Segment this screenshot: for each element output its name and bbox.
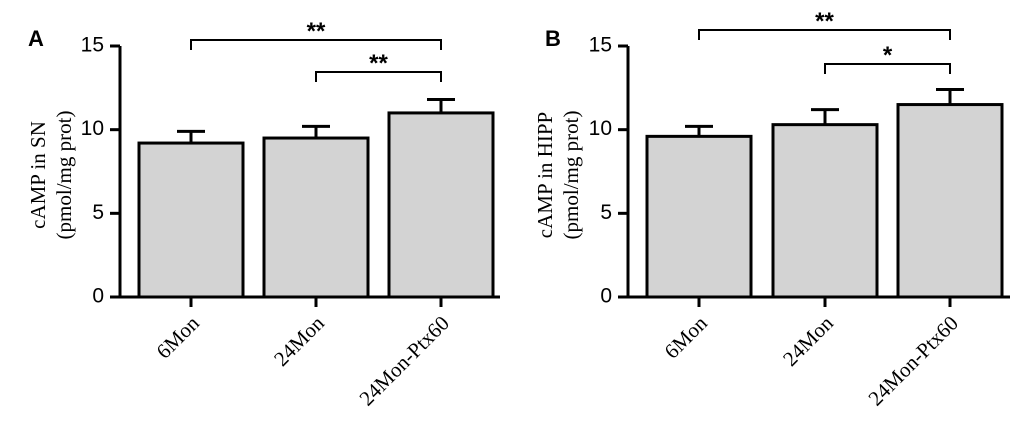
a-significance-label-2: ** <box>369 50 388 77</box>
b-x-tick-label-2: 24Mon <box>778 311 838 371</box>
b-significance-label-2: * <box>883 42 893 69</box>
b-y-axis-label-line2: (pmol/mg prot) <box>559 111 583 240</box>
a-bar-1 <box>137 141 245 299</box>
b-y-tick-label-0: 0 <box>600 285 612 308</box>
a-significance-label-1: ** <box>307 18 326 45</box>
a-y-tick-label-0: 0 <box>92 285 104 308</box>
b-bar-2 <box>771 123 879 299</box>
b-bar-1 <box>645 134 753 299</box>
a-y-tick-label-10: 10 <box>81 117 104 140</box>
b-panel-letter: B <box>545 26 561 51</box>
a-y-tick-label-15: 15 <box>81 34 104 57</box>
b-bar-3 <box>896 103 1004 299</box>
b-significance-label-1: ** <box>815 8 834 35</box>
a-bar-3 <box>387 111 495 299</box>
b-y-tick-label-5: 5 <box>600 201 612 224</box>
a-x-tick-label-3: 24Mon-Ptx60 <box>354 311 453 410</box>
b-y-tick-label-10: 10 <box>589 117 612 140</box>
a-bar-2 <box>262 136 370 299</box>
a-y-axis-label-line1: cAMP in SN <box>26 121 50 229</box>
a-y-axis-label-line2: (pmol/mg prot) <box>52 111 76 240</box>
b-x-tick-label-1: 6Mon <box>659 311 712 364</box>
b-y-tick-label-15: 15 <box>589 34 612 57</box>
b-significance-bracket-2 <box>824 63 951 74</box>
b-x-tick-label-3: 24Mon-Ptx60 <box>863 311 962 410</box>
a-panel-letter: A <box>28 26 44 51</box>
a-significance-bracket-2 <box>315 71 442 82</box>
a-x-tick-label-2: 24Mon <box>269 311 329 371</box>
b-y-axis-label-line1: cAMP in HIPP <box>533 112 557 238</box>
b-significance-bracket-1 <box>698 29 951 40</box>
a-y-tick-label-5: 5 <box>92 201 104 224</box>
a-significance-bracket-1 <box>190 39 442 50</box>
a-x-tick-label-1: 6Mon <box>151 311 204 364</box>
